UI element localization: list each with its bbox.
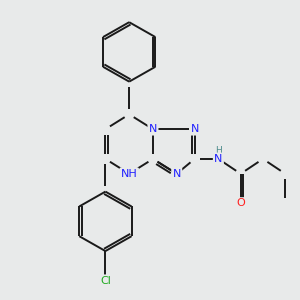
Text: Cl: Cl — [100, 276, 111, 286]
Text: N: N — [172, 169, 181, 179]
Text: O: O — [236, 199, 245, 208]
Text: H: H — [215, 146, 222, 155]
Text: NH: NH — [121, 169, 138, 179]
Text: N: N — [190, 124, 199, 134]
Text: N: N — [149, 124, 157, 134]
Text: N: N — [214, 154, 223, 164]
